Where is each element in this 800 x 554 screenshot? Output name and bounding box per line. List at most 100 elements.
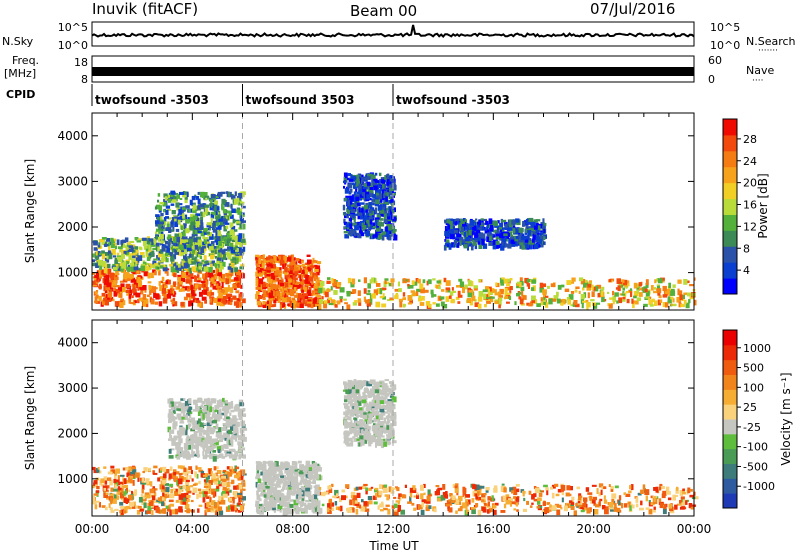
data-cell (225, 225, 229, 230)
data-cell (370, 189, 374, 193)
data-cell (343, 180, 347, 184)
data-cell (357, 298, 361, 303)
data-cell (133, 292, 137, 296)
data-cell (145, 301, 149, 308)
data-cell (290, 485, 293, 490)
data-cell (132, 501, 136, 506)
data-cell (235, 209, 240, 214)
data-cell (410, 290, 415, 293)
data-cell (266, 300, 270, 305)
data-cell (474, 484, 480, 491)
data-cell (104, 289, 108, 294)
data-cell (225, 222, 230, 225)
data-cell (178, 244, 183, 250)
data-cell (155, 223, 158, 227)
data-cell (195, 300, 201, 304)
data-cell (150, 288, 155, 291)
data-cell (379, 225, 381, 229)
data-cell (533, 299, 538, 304)
data-cell (213, 466, 217, 471)
data-cell (119, 247, 123, 253)
data-cell (463, 495, 466, 499)
data-cell (476, 229, 481, 234)
data-cell (520, 286, 525, 292)
data-cell (155, 243, 160, 248)
data-cell (163, 209, 166, 213)
data-cell (239, 241, 243, 248)
data-cell (158, 301, 163, 307)
data-cell (409, 496, 412, 503)
data-cell (151, 239, 154, 245)
data-cell (301, 509, 305, 513)
data-cell (163, 508, 167, 514)
data-cell (494, 229, 500, 235)
data-cell (481, 226, 485, 231)
data-cell (113, 500, 116, 503)
data-cell (286, 293, 289, 296)
data-cell (99, 239, 104, 243)
data-cell (635, 300, 639, 305)
data-cell (374, 233, 378, 238)
data-cell (324, 291, 329, 298)
data-cell (110, 297, 114, 301)
data-cell (216, 257, 222, 261)
data-cell (527, 284, 530, 289)
data-cell (528, 217, 534, 222)
data-cell (103, 268, 108, 274)
data-cell (424, 289, 429, 293)
data-cell (125, 261, 130, 265)
data-cell (203, 227, 208, 231)
data-cell (372, 194, 376, 199)
data-cell (619, 293, 622, 296)
data-cell (528, 304, 533, 307)
data-cell (217, 285, 222, 289)
data-cell (179, 248, 185, 255)
data-cell (366, 194, 370, 200)
data-cell (457, 222, 463, 227)
data-cell (513, 508, 517, 511)
data-cell (265, 283, 270, 287)
data-cell (328, 297, 332, 301)
data-cell (113, 478, 117, 484)
data-cell (269, 500, 273, 507)
data-cell (392, 226, 396, 230)
data-cell (315, 265, 320, 269)
data-cell (653, 290, 657, 294)
data-cell (462, 491, 467, 497)
data-cell (280, 278, 284, 283)
data-cell (175, 488, 178, 492)
data-cell (220, 476, 224, 482)
data-cell (504, 223, 510, 228)
data-cell (133, 266, 139, 271)
data-cell (468, 234, 471, 239)
data-cell (440, 301, 445, 307)
data-cell (377, 185, 382, 188)
data-cell (229, 265, 235, 268)
data-cell (180, 277, 186, 283)
data-cell (154, 206, 157, 210)
data-cell (515, 236, 519, 240)
data-cell (387, 216, 391, 220)
data-cell (498, 300, 502, 306)
data-cell (616, 300, 619, 304)
data-cell (230, 248, 236, 254)
data-cell (140, 494, 144, 497)
data-cell (142, 498, 147, 501)
data-cell (518, 227, 523, 233)
data-cell (201, 282, 205, 288)
data-cell (123, 491, 126, 496)
colorbar-tick-label: 4 (743, 264, 750, 277)
data-cell (137, 299, 140, 304)
data-cell (203, 276, 208, 280)
data-cell (191, 289, 195, 294)
data-cell (103, 286, 107, 292)
data-cell (307, 470, 313, 476)
data-cell (189, 225, 194, 231)
data-cell (237, 203, 242, 206)
data-cell (500, 244, 505, 251)
data-cell (169, 252, 174, 255)
data-cell (279, 500, 285, 505)
data-cell (510, 238, 516, 243)
data-cell (217, 214, 221, 218)
data-cell (98, 285, 102, 289)
